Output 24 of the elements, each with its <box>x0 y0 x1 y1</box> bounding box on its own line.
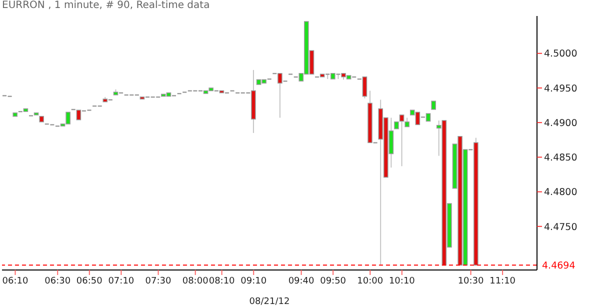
x-tick-label: 10:30 <box>458 276 484 286</box>
x-tick-label: 09:40 <box>288 276 315 286</box>
x-tick-label: 09:50 <box>320 276 346 286</box>
x-tick-label: 07:30 <box>145 276 172 286</box>
x-tick-label: 09:10 <box>240 276 267 286</box>
ref-line-label: 4.4694 <box>542 260 576 272</box>
x-tick-label: 06:30 <box>44 276 71 286</box>
x-tick-label: 08:10 <box>208 276 236 286</box>
y-tick-label: 4.4950 <box>544 83 578 94</box>
x-tick-label: 11:10 <box>490 276 516 286</box>
x-tick-label: 06:10 <box>2 276 28 286</box>
y-tick-label: 4.4900 <box>544 118 578 129</box>
x-tick-label: 10:00 <box>357 276 384 286</box>
x-axis-title: 08/21/12 <box>249 297 290 307</box>
y-tick-label: 4.5000 <box>544 48 578 60</box>
y-tick-label: 4.4850 <box>544 152 578 164</box>
candlestick <box>399 114 404 167</box>
x-tick-label: 07:10 <box>108 276 134 286</box>
x-tick-label: 10:10 <box>388 276 416 286</box>
chart-title: EURRON , 1 minute, # 90, Real-time data <box>2 0 210 11</box>
x-tick-label: 06:50 <box>76 276 103 286</box>
x-tick-label: 08:00 <box>182 276 209 286</box>
y-tick-label: 4.4750 <box>544 222 578 233</box>
y-tick-label: 4.4800 <box>544 187 578 198</box>
